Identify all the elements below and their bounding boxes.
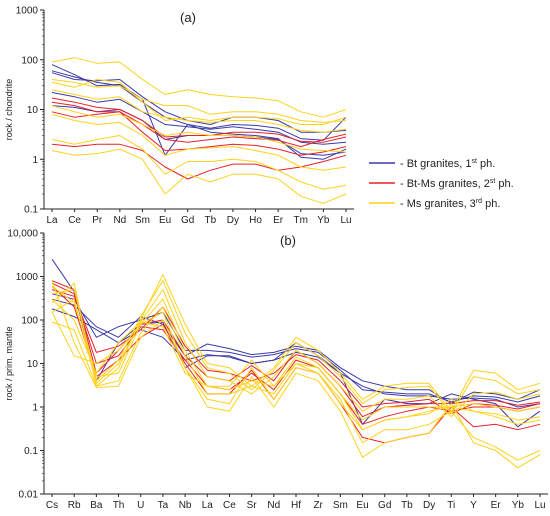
x-tick-label-a: Lu (340, 215, 351, 226)
series-line-a-12 (51, 105, 347, 153)
x-tick-label-b: Ta (158, 500, 169, 511)
x-tick-label-b: Nb (179, 500, 192, 511)
x-tick-label-b: Hf (291, 500, 301, 511)
series-line-a-15 (51, 148, 347, 204)
x-tick-label-a: Sm (135, 215, 150, 226)
panel-title-b: (b) (280, 233, 296, 248)
x-tick-label-b: Sm (333, 500, 348, 511)
x-tick-label-a: Pr (92, 215, 103, 226)
legend-label: - Bt granites, 1st ph. (400, 158, 495, 170)
panel-b: 0.01 0.1 1 10 100 1000 10,000 Cs Rb Ba Th U Ta Nb La Ce… (4, 229, 548, 511)
series-line-a-14 (51, 135, 347, 190)
y-tick-label-b: 0.1 (24, 446, 38, 457)
y-tick-label-a: 1 (32, 155, 38, 166)
y-tick-label-b: 1 (32, 403, 38, 414)
series-line-a-16 (51, 79, 347, 125)
y-tick-label-b: 100 (21, 316, 38, 327)
x-tick-label-b: Ba (90, 500, 103, 511)
x-tick-label-a: Ce (68, 215, 81, 226)
x-tick-label-b: Tb (401, 500, 413, 511)
series-line-b-7 (51, 285, 541, 444)
x-tick-label-b: Zr (313, 500, 323, 511)
y-tick-label-b: 10 (27, 359, 39, 370)
y-tick-label-a: 1000 (16, 6, 39, 17)
y-tick-label-a: 0.1 (24, 205, 38, 216)
y-tick-label-a: 100 (21, 55, 38, 66)
y-tick-label-b: 10,000 (7, 229, 38, 240)
series-line-b-15 (51, 298, 541, 421)
x-tick-label-b: Cs (46, 500, 58, 511)
x-tick-label-b: Y (470, 500, 477, 511)
series-line-a-7 (51, 111, 347, 156)
x-tick-label-b: Rb (68, 500, 81, 511)
series-line-a-1 (51, 72, 347, 133)
x-tick-label-a: Tm (294, 215, 308, 226)
x-tick-label-b: Th (113, 500, 125, 511)
x-tick-label-b: Nd (267, 500, 280, 511)
x-tick-label-b: Ti (447, 500, 455, 511)
series-line-a-11 (51, 89, 347, 133)
series-line-b-10 (51, 289, 541, 418)
x-tick-label-b: Dy (423, 500, 435, 511)
series-line-b-13 (51, 280, 541, 469)
panel-a: 0.1 1 10 100 1000 La Ce Pr Nd Sm Eu Gd Tb Dy Ho Er Tm Yb L… (4, 6, 354, 226)
series-line-a-10 (51, 79, 347, 123)
x-tick-label-a: Gd (181, 215, 194, 226)
x-tick-label-a: Er (273, 215, 284, 226)
series-line-b-9 (51, 280, 541, 415)
x-tick-label-b: Yb (512, 500, 525, 511)
x-tick-label-a: Tb (204, 215, 216, 226)
legend: - Bt granites, 1st ph. - Bt-Ms granites, … (369, 158, 514, 210)
x-tick-label-b: Sr (247, 500, 258, 511)
x-tick-label-b: Lu (534, 500, 545, 511)
series-line-a-8 (51, 143, 347, 180)
x-tick-label-a: La (46, 215, 58, 226)
y-tick-label-b: 0.01 (19, 490, 39, 501)
y-tick-label-b: 1000 (16, 272, 39, 283)
series-line-a-9 (51, 57, 347, 118)
series-line-b-14 (51, 311, 541, 431)
panel-title-a: (a) (180, 10, 196, 25)
series-line-a-4 (51, 70, 347, 141)
series-line-a-13 (51, 113, 347, 171)
x-tick-label-b: Er (491, 500, 502, 511)
x-tick-label-a: Ho (249, 215, 262, 226)
x-tick-label-b: Gd (378, 500, 391, 511)
x-tick-label-b: La (202, 500, 214, 511)
x-tick-label-a: Eu (159, 215, 171, 226)
series-line-a-5 (51, 97, 347, 143)
y-axis-label-b: rock / prim. mantle (4, 326, 14, 400)
y-axis-label-a: rock / chondrite (4, 79, 14, 141)
x-tick-label-a: Dy (227, 215, 239, 226)
x-tick-label-a: Nd (113, 215, 126, 226)
x-tick-label-b: U (137, 500, 144, 511)
x-tick-label-b: Ce (223, 500, 236, 511)
series-line-b-2 (51, 308, 541, 408)
series-line-a-6 (51, 101, 347, 148)
x-tick-label-b: Eu (356, 500, 368, 511)
y-tick-label-a: 10 (27, 105, 39, 116)
legend-label: - Bt-Ms granites, 2st ph. (400, 178, 514, 190)
legend-label: - Ms granites, 3rd ph. (400, 198, 500, 210)
x-tick-label-a: Yb (317, 215, 330, 226)
series-line-b-3 (51, 293, 541, 403)
series-line-b-11 (51, 285, 541, 431)
